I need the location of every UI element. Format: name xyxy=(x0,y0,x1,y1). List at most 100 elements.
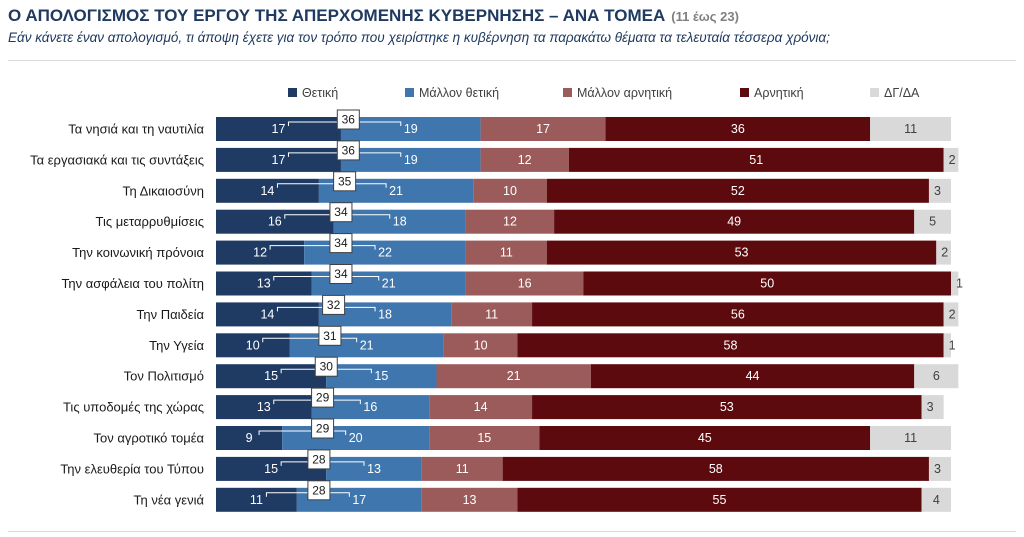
category-label: Τα εργασιακά και τις συντάξεις xyxy=(30,152,204,167)
positive-total-box xyxy=(311,418,335,439)
positive-total-box xyxy=(322,294,346,315)
category-label: Την ασφάλεια του πολίτη xyxy=(61,276,204,291)
data-label: 18 xyxy=(393,215,407,229)
legend-label: Θετική xyxy=(302,86,338,100)
bar-segment xyxy=(216,333,290,358)
data-label: 19 xyxy=(404,153,418,167)
bar-segment xyxy=(282,426,430,450)
positive-total-label: 34 xyxy=(334,267,348,281)
data-label: 53 xyxy=(735,246,749,260)
data-label: 15 xyxy=(264,369,278,383)
positive-total-box xyxy=(329,233,353,254)
bar-segment xyxy=(326,456,422,481)
item-range: (11 έως 23) xyxy=(671,9,739,24)
bar-segment xyxy=(436,364,591,389)
data-label: 12 xyxy=(253,246,267,260)
data-label: 15 xyxy=(264,462,278,476)
bar-segment xyxy=(943,333,951,358)
bar-segment xyxy=(340,147,481,172)
bar-segment xyxy=(216,117,341,141)
positive-bracket xyxy=(262,337,358,343)
bar-segment xyxy=(429,426,540,450)
title-line: Ο ΑΠΟΛΟΓΙΣΜΟΣ ΤΟΥ ΕΡΓΟΥ ΤΗΣ ΑΠΕΡΧΟΜΕΝΗΣ … xyxy=(8,6,1016,26)
category-label: Τον Πολιτισμό xyxy=(124,369,204,384)
positive-total-label: 36 xyxy=(342,113,356,127)
data-label: 11 xyxy=(904,431,917,445)
positive-total-box xyxy=(336,140,360,161)
category-label: Τα νησιά και τη ναυτιλία xyxy=(68,122,204,137)
data-label: 2 xyxy=(949,307,956,321)
data-label: 11 xyxy=(500,246,513,260)
positive-total-box xyxy=(311,387,335,408)
positive-total-box xyxy=(329,264,353,284)
category-label: Την ελευθερία του Τύπου xyxy=(60,461,204,476)
category-label: Τη Δικαιοσύνη xyxy=(122,183,204,198)
legend-swatch xyxy=(405,88,414,97)
positive-bracket xyxy=(269,245,376,250)
data-label: 21 xyxy=(382,277,396,291)
positive-total-label: 31 xyxy=(323,329,337,343)
data-label: 2 xyxy=(949,153,956,167)
bar-segment xyxy=(216,302,319,327)
category-label: Τις υποδομές της χώρας xyxy=(63,400,204,415)
legend-swatch xyxy=(288,88,297,97)
data-label: 10 xyxy=(474,338,488,352)
legend-label: Μάλλον θετική xyxy=(419,86,499,100)
bar-segment xyxy=(480,117,606,141)
data-label: 21 xyxy=(507,369,521,383)
data-label: 3 xyxy=(927,400,934,414)
bar-segment xyxy=(216,178,319,203)
positive-total-label: 30 xyxy=(320,360,334,374)
data-label: 15 xyxy=(477,431,491,445)
data-label: 21 xyxy=(389,184,403,198)
bar-segment xyxy=(583,271,951,296)
data-label: 11 xyxy=(250,493,263,507)
data-label: 15 xyxy=(374,369,388,383)
bar-segment xyxy=(421,487,518,512)
bar-segment xyxy=(216,395,312,420)
data-label: 3 xyxy=(934,462,941,476)
positive-bracket xyxy=(276,183,387,188)
data-label: 49 xyxy=(727,215,741,229)
bar-segment xyxy=(870,117,951,141)
data-label: 20 xyxy=(349,431,363,445)
bar-segment xyxy=(289,333,444,358)
bar-segment xyxy=(951,271,959,296)
bar-segment xyxy=(532,395,922,420)
bar-segment xyxy=(465,271,584,296)
data-label: 17 xyxy=(272,122,286,136)
data-label: 3 xyxy=(934,184,941,198)
bar-segment xyxy=(333,209,466,234)
legend-swatch xyxy=(740,88,749,97)
bar-segment xyxy=(921,487,951,512)
legend-label: Μάλλον αρνητική xyxy=(577,86,672,100)
data-label: 58 xyxy=(724,338,738,352)
data-label: 56 xyxy=(731,307,745,321)
bar-segment xyxy=(914,364,959,389)
positive-total-label: 28 xyxy=(312,452,326,466)
positive-bracket xyxy=(258,430,347,435)
data-label: 4 xyxy=(933,493,940,507)
bar-segment xyxy=(517,487,922,512)
positive-total-box xyxy=(307,480,331,501)
footer-divider xyxy=(8,531,1016,532)
data-label: 17 xyxy=(272,153,286,167)
bar-segment xyxy=(429,395,533,420)
data-label: 36 xyxy=(731,122,745,136)
survey-question: Εάν κάνετε έναν απολογισμό, τι άποψη έχε… xyxy=(8,30,830,45)
bar-segment xyxy=(517,333,944,358)
data-label: 58 xyxy=(709,462,723,476)
data-label: 44 xyxy=(746,369,760,383)
data-label: 13 xyxy=(257,277,271,291)
title-block: Ο ΑΠΟΛΟΓΙΣΜΟΣ ΤΟΥ ΕΡΓΟΥ ΤΗΣ ΑΠΕΡΧΟΜΕΝΗΣ … xyxy=(8,6,1016,45)
positive-total-label: 36 xyxy=(342,143,356,157)
bar-segment xyxy=(216,426,283,450)
category-label: Την Παιδεία xyxy=(136,307,204,322)
bar-segment xyxy=(546,240,937,265)
bar-segment xyxy=(502,456,929,481)
category-label: Την κοινωνική πρόνοια xyxy=(72,245,204,260)
bar-segment xyxy=(216,364,327,389)
data-label: 12 xyxy=(518,153,532,167)
data-label: 16 xyxy=(518,277,532,291)
bar-segment xyxy=(421,456,503,481)
